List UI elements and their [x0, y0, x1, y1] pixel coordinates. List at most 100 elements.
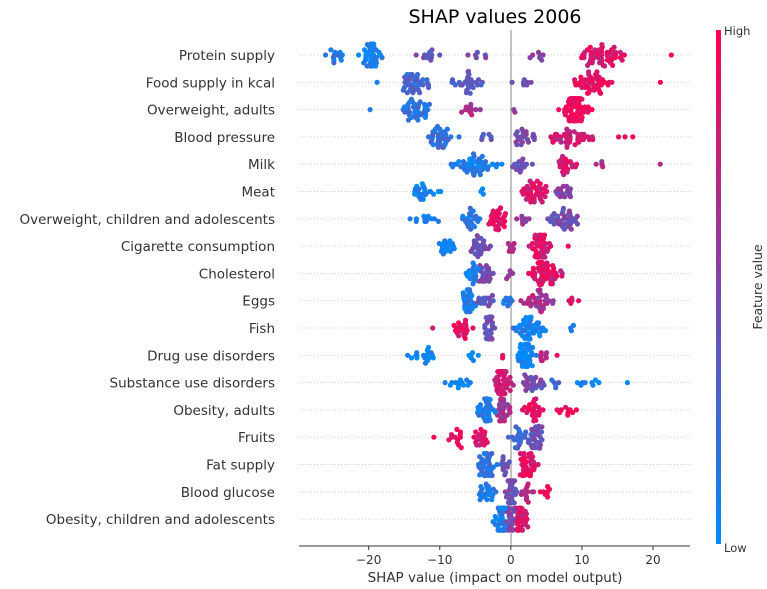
shap-point	[470, 151, 477, 157]
shap-point	[486, 336, 492, 342]
shap-point	[418, 112, 424, 118]
shap-point	[572, 142, 578, 148]
shap-point	[600, 164, 606, 170]
shap-point	[481, 295, 487, 301]
shap-point	[568, 300, 574, 306]
shap-point	[468, 248, 474, 254]
shap-point	[436, 240, 442, 247]
shap-point	[475, 352, 481, 358]
shap-point	[431, 434, 437, 440]
x-tick-label: −10	[427, 553, 452, 567]
shap-point	[521, 456, 528, 462]
shap-point	[521, 300, 527, 306]
shap-point	[517, 439, 523, 445]
shap-point	[367, 107, 373, 113]
shap-point	[428, 57, 434, 63]
shap-point	[530, 344, 536, 351]
shap-point	[470, 260, 476, 266]
shap-point	[528, 374, 534, 380]
shap-point	[533, 424, 539, 430]
shap-point	[499, 391, 505, 397]
shap-point	[419, 181, 425, 187]
feature-label: Fish	[249, 321, 275, 337]
shap-point	[490, 491, 496, 497]
shap-point	[574, 213, 580, 219]
shap-point	[561, 226, 567, 232]
shap-point	[542, 328, 549, 334]
shap-point	[498, 205, 504, 211]
shap-point	[518, 491, 524, 497]
shap-point	[564, 144, 570, 150]
shap-point	[585, 90, 591, 96]
shap-point	[477, 454, 483, 460]
shap-point	[525, 524, 531, 530]
shap-point	[529, 489, 535, 495]
shap-point	[504, 276, 510, 282]
feature-label: Cholesterol	[199, 266, 275, 282]
shap-point	[467, 211, 473, 217]
shap-point	[576, 298, 582, 304]
shap-point	[617, 49, 623, 56]
shap-point	[544, 248, 550, 254]
shap-point	[551, 211, 557, 217]
shap-point	[478, 300, 484, 306]
shap-point	[477, 472, 483, 478]
shap-point	[518, 341, 524, 347]
shap-point	[519, 333, 526, 339]
shap-point	[499, 161, 505, 167]
shap-point	[527, 178, 533, 184]
shap-point	[328, 47, 334, 53]
shap-point	[460, 290, 466, 296]
shap-point	[521, 82, 527, 88]
shap-point	[578, 382, 584, 388]
shap-point	[505, 402, 511, 408]
shap-point	[524, 341, 531, 347]
shap-point	[338, 57, 344, 63]
shap-point	[413, 218, 419, 224]
shap-point	[577, 118, 583, 124]
shap-point	[572, 164, 579, 170]
feature-label: Obesity, children and adolescents	[46, 512, 275, 528]
shap-point	[543, 355, 549, 361]
feature-label: Milk	[248, 157, 275, 173]
shap-point	[512, 491, 519, 497]
shap-point	[594, 69, 600, 75]
shap-point	[562, 156, 569, 162]
shap-point	[483, 481, 489, 487]
shap-point	[500, 454, 506, 460]
shap-point	[564, 183, 570, 189]
shap-point	[582, 77, 589, 83]
shap-point	[507, 387, 513, 393]
shap-point	[543, 183, 549, 189]
shap-point	[587, 44, 593, 50]
shap-point	[447, 382, 453, 388]
shap-point	[549, 377, 555, 383]
shap-point	[490, 270, 496, 276]
shap-point	[605, 82, 611, 88]
shap-point	[356, 52, 362, 58]
shap-point	[481, 450, 487, 457]
shap-point	[501, 527, 507, 533]
x-tick-label: 10	[574, 553, 589, 567]
shap-point	[534, 320, 540, 326]
shap-point	[552, 131, 559, 137]
shap-point	[417, 99, 423, 105]
shap-point	[519, 527, 526, 533]
shap-point	[425, 344, 432, 351]
shap-point	[470, 357, 476, 364]
shap-point	[486, 278, 492, 284]
shap-point	[462, 335, 468, 341]
shap-point	[514, 445, 521, 451]
shap-point	[463, 104, 469, 110]
shap-point	[525, 481, 531, 487]
shap-point	[537, 287, 543, 293]
shap-point	[422, 360, 429, 366]
shap-point	[506, 459, 512, 465]
shap-point	[503, 385, 509, 391]
shap-point	[610, 62, 616, 68]
shap-point	[502, 211, 509, 217]
shap-point	[530, 131, 536, 137]
shap-point	[556, 221, 562, 227]
shap-point	[498, 396, 504, 402]
shap-point	[525, 439, 532, 445]
